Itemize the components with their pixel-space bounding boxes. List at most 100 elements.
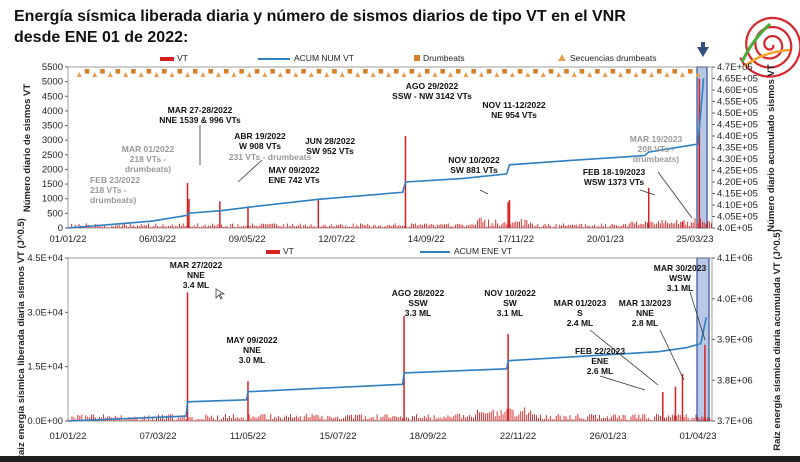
drumbeat-marker bbox=[162, 69, 167, 74]
legend-secuencias-label: Secuencias drumbeats bbox=[570, 53, 656, 63]
y2-axis-title: Número diario acumulado sismos VT bbox=[766, 64, 777, 232]
y-tick-label: 5500 bbox=[42, 62, 63, 73]
legend-vt-label: VT bbox=[177, 53, 188, 63]
drumbeat-marker bbox=[564, 69, 569, 74]
chart-title-line2: desde ENE 01 de 2022: bbox=[14, 29, 189, 46]
y2-tick-label: 4.25E+05 bbox=[717, 166, 758, 177]
annotation-text-1: 208 VTs - bbox=[638, 144, 675, 154]
annotation-text-2: NNE bbox=[187, 270, 205, 280]
annotation-text-1: SSW - NW 3142 VTs bbox=[392, 91, 472, 101]
annotation-text-2: NNE bbox=[243, 345, 261, 355]
drumbeat-marker bbox=[115, 69, 121, 74]
y-tick-label: 2000 bbox=[42, 164, 63, 175]
y-tick-label: 1000 bbox=[42, 194, 63, 205]
y2-tick-label: 4.35E+05 bbox=[717, 143, 758, 154]
y2-tick-label-2: 4.0E+06 bbox=[717, 294, 753, 305]
annotation-pointer-1 bbox=[657, 171, 693, 219]
annotation-text-1: 231 VTs - drumbeats bbox=[229, 152, 312, 162]
y-tick-label: 5000 bbox=[42, 77, 63, 88]
secuencia-marker bbox=[618, 72, 624, 77]
secuencia-marker bbox=[556, 72, 562, 77]
y2-tick-label: 4.0E+05 bbox=[717, 223, 753, 234]
legend-drumbeats-label: Drumbeats bbox=[423, 53, 465, 63]
drumbeat-marker bbox=[641, 69, 647, 74]
y-axis-title-2: Raiz energía sísmica liberada diaria sis… bbox=[16, 218, 27, 462]
secuencia-marker bbox=[664, 72, 670, 77]
y2-tick-label: 4.05E+05 bbox=[717, 212, 758, 223]
y2-tick-label: 4.10E+05 bbox=[717, 200, 758, 211]
y-tick-label-2: 3.0E+04 bbox=[27, 307, 63, 318]
secuencia-marker bbox=[355, 72, 361, 77]
x-tick-label-2: 15/07/22 bbox=[320, 431, 357, 442]
y-tick-label-2: 0.0E+00 bbox=[27, 416, 63, 427]
secuencia-marker bbox=[525, 72, 531, 77]
secuencia-marker bbox=[200, 72, 206, 77]
plot-frame-2 bbox=[67, 257, 713, 422]
drumbeat-marker bbox=[223, 69, 229, 74]
secuencia-marker bbox=[169, 72, 175, 77]
secuencia-marker bbox=[478, 72, 484, 77]
drumbeat-marker bbox=[84, 69, 90, 74]
drumbeat-marker bbox=[270, 69, 275, 74]
drumbeat-marker bbox=[502, 69, 507, 74]
x-tick-label: 06/03/22 bbox=[139, 234, 176, 245]
annotation-text-2: NOV 10/2022 bbox=[484, 288, 536, 298]
y2-axis-title-2: Raiz energía sísmica diaria acumulada VT… bbox=[772, 229, 783, 451]
x-tick-label: 25/03/23 bbox=[677, 234, 714, 245]
annotation-text-2: S bbox=[577, 308, 583, 318]
y2-tick-label-2: 3.9E+06 bbox=[717, 335, 753, 346]
annotation-text-2: 2.4 ML bbox=[567, 318, 593, 328]
down-arrow-stem bbox=[701, 42, 705, 48]
annotation-text-1: drumbeats) bbox=[125, 164, 171, 174]
annotation-text-1: W 908 VTs bbox=[239, 141, 281, 151]
annotation-text-2: MAY 09/2022 bbox=[226, 335, 277, 345]
annotation-text-1: FEB 18-19/2023 bbox=[583, 167, 646, 177]
annotation-pointer-1 bbox=[639, 189, 656, 196]
x-tick-label-2: 26/01/23 bbox=[590, 431, 627, 442]
secuencia-marker bbox=[370, 72, 376, 77]
y-tick-label-2: 4.5E+04 bbox=[27, 253, 63, 264]
secuencia-marker bbox=[246, 72, 252, 77]
acum-ene-vt-line bbox=[67, 316, 708, 422]
y-tick-label: 2500 bbox=[42, 150, 63, 161]
drumbeat-marker bbox=[301, 69, 306, 74]
secuencia-marker bbox=[92, 72, 98, 77]
secuencia-marker bbox=[123, 72, 129, 77]
drumbeat-marker bbox=[332, 69, 337, 74]
y2-tick-label: 4.30E+05 bbox=[717, 154, 758, 165]
secuencia-marker bbox=[154, 72, 160, 77]
y-tick-label: 4500 bbox=[42, 91, 63, 102]
legend-drumbeats-swatch bbox=[414, 55, 420, 61]
secuencia-marker bbox=[293, 72, 299, 77]
annotation-text-1: NOV 11-12/2022 bbox=[482, 100, 546, 110]
drumbeat-marker bbox=[440, 69, 446, 74]
annotation-text-2: 2.8 ML bbox=[632, 318, 658, 328]
annotation-text-1: WSW 1373 VTs bbox=[584, 177, 645, 187]
x-tick-label-2: 07/03/22 bbox=[140, 431, 177, 442]
secuencia-marker bbox=[679, 72, 685, 77]
y2-tick-label: 4.7E+05 bbox=[717, 62, 753, 73]
legend-vt-label-2: VT bbox=[283, 246, 294, 256]
logo-arc-icon bbox=[744, 48, 791, 67]
bottom-bar bbox=[0, 456, 800, 462]
annotation-text-1: FEB 23/2022 bbox=[90, 175, 140, 185]
annotation-text-2: 3.4 ML bbox=[183, 280, 209, 290]
annotation-text-1: 218 VTs - bbox=[130, 154, 167, 164]
y2-tick-label: 4.60E+05 bbox=[717, 85, 758, 96]
annotation-text-2: FEB 22/2023 bbox=[575, 346, 625, 356]
drumbeat-marker bbox=[455, 69, 461, 74]
y2-tick-label: 4.40E+05 bbox=[717, 131, 758, 142]
secuencia-marker bbox=[262, 72, 268, 77]
annotation-text-2: MAR 13/2023 bbox=[619, 298, 672, 308]
y2-tick-label: 4.15E+05 bbox=[717, 189, 758, 200]
secuencia-marker bbox=[138, 72, 144, 77]
annotation-text-1: MAR 27-28/2022 bbox=[168, 105, 233, 115]
annotation-pointer-1 bbox=[479, 189, 489, 195]
secuencia-marker bbox=[215, 72, 221, 77]
drumbeat-marker bbox=[656, 69, 662, 74]
drumbeat-marker bbox=[595, 69, 600, 74]
y2-tick-label: 4.50E+05 bbox=[717, 108, 758, 119]
y2-tick-label: 4.55E+05 bbox=[717, 97, 758, 108]
highlight-band-2 bbox=[696, 257, 710, 422]
drumbeat-marker bbox=[363, 69, 368, 74]
